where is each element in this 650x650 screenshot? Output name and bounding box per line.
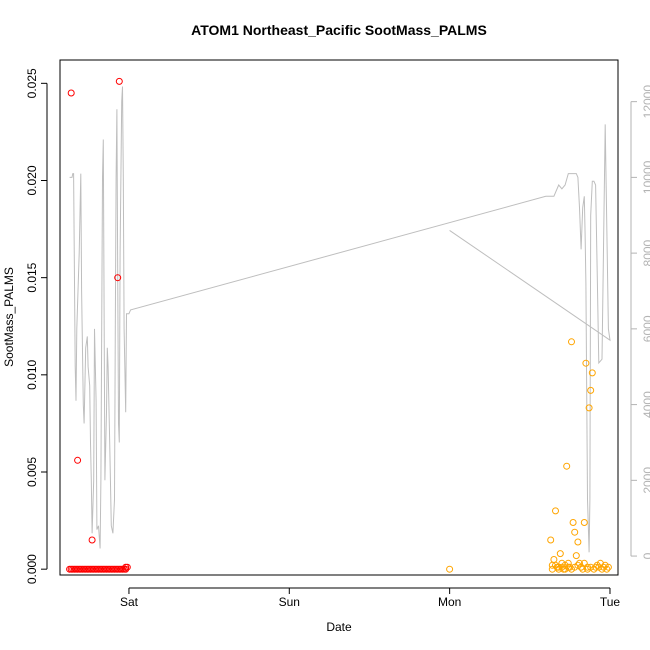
plot-frame <box>59 59 619 576</box>
data-point-series-2 <box>547 536 555 544</box>
y2-tick-label: 0 <box>641 552 650 559</box>
data-point-series-2 <box>568 338 575 346</box>
data-point-series-1 <box>114 274 122 282</box>
data-point-series-2 <box>563 462 571 470</box>
data-point-series-2 <box>574 538 582 546</box>
y-tick-label: 0.005 <box>25 457 39 487</box>
x-tick-label: Mon <box>438 595 461 609</box>
data-point-series-2 <box>603 565 611 573</box>
data-point-series-1 <box>115 77 123 85</box>
y-axis: 0.000 0.005 0.010 0.015 0.020 0.025 <box>25 68 48 584</box>
data-point-series-2 <box>571 528 579 536</box>
data-point-series-2 <box>580 519 588 526</box>
data-point-series-2 <box>548 561 556 569</box>
x-tick-label: Tue <box>600 595 621 609</box>
y-tick-label: 0.000 <box>25 554 39 584</box>
y2-tick-label: 10000 <box>641 160 650 194</box>
data-point-series-2 <box>588 369 596 377</box>
data-point-series-2 <box>572 552 580 560</box>
data-point-series-2 <box>584 563 591 571</box>
x-axis: Sat Sun Mon Tue <box>120 587 621 609</box>
data-point-series-2 <box>576 559 583 567</box>
altitude-layer <box>69 86 611 553</box>
chart-title: ATOM1 Northeast_Pacific SootMass_PALMS <box>191 22 487 38</box>
y-tick-label: 0.025 <box>25 68 39 98</box>
data-point-series-1 <box>122 563 130 571</box>
data-point-series-2 <box>587 563 595 571</box>
data-point-series-2 <box>582 359 590 367</box>
y2-axis-right: 0 2000 4000 6000 8000 10000 12000 <box>630 85 650 559</box>
x-tick-label: Sat <box>120 595 139 609</box>
data-point-series-1 <box>88 536 96 544</box>
y-tick-label: 0.020 <box>25 165 39 195</box>
data-point-series-2 <box>604 563 612 571</box>
y2-tick-label: 12000 <box>641 85 650 119</box>
data-point-series-2 <box>446 565 454 573</box>
data-point-series-1 <box>74 456 82 464</box>
y2-tick-label: 4000 <box>641 391 650 418</box>
data-point-series-2 <box>592 563 600 571</box>
data-point-series-1 <box>67 89 75 97</box>
y-tick-label: 0.010 <box>25 359 39 389</box>
y2-tick-label: 8000 <box>641 239 650 266</box>
y2-tick-label: 6000 <box>641 315 650 342</box>
data-point-series-2 <box>552 507 559 515</box>
altitude-line <box>69 86 611 553</box>
y-axis-label: SootMass_PALMS <box>2 267 16 367</box>
data-point-series-2 <box>558 559 566 567</box>
points-layer <box>66 77 612 573</box>
data-point-series-1 <box>122 565 130 573</box>
y2-tick-label: 2000 <box>641 467 650 494</box>
x-axis-label: Date <box>326 620 352 634</box>
data-point-series-2 <box>569 519 577 526</box>
y-tick-label: 0.015 <box>25 262 39 292</box>
data-point-series-2 <box>556 550 564 558</box>
data-point-series-2 <box>587 386 595 394</box>
x-tick-label: Sun <box>279 595 300 609</box>
data-point-series-2 <box>585 404 593 412</box>
